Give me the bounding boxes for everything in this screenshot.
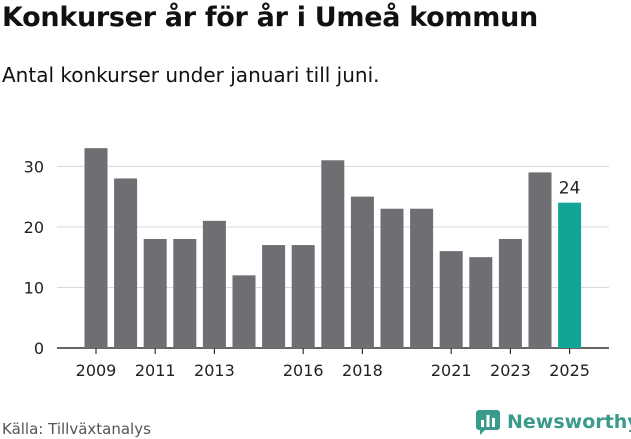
brand-name: Newsworthy: [507, 411, 631, 433]
bar-2020: [410, 208, 434, 348]
bar-2015: [262, 245, 286, 348]
bar-2013: [202, 220, 226, 348]
source-note: Källa: Tillväxtanalys: [2, 420, 151, 438]
bar-2022: [469, 257, 493, 348]
brand-logo: Newsworthy: [475, 407, 631, 437]
x-tick-label: 2023: [490, 361, 531, 380]
x-tick-label: 2025: [549, 361, 590, 380]
x-tick-label: 2016: [283, 361, 324, 380]
y-tick-label: 20: [24, 218, 44, 237]
bar-2019: [380, 208, 404, 348]
bar-2017: [321, 160, 345, 348]
bar-2023: [498, 239, 522, 348]
bar-chart-logo-icon: [476, 410, 500, 435]
bar-2014: [232, 275, 256, 348]
data-label-2025: 24: [559, 179, 581, 199]
y-tick-label: 10: [24, 278, 44, 297]
bar-2024: [528, 172, 552, 348]
x-tick-label: 2018: [342, 361, 383, 380]
bar-2010: [114, 178, 138, 348]
chart-title: Konkurser år för år i Umeå kommun: [2, 2, 538, 33]
x-tick-label: 2011: [135, 361, 176, 380]
bar-2016: [291, 245, 315, 348]
bar-2025: [558, 202, 582, 348]
x-tick-label: 2009: [76, 361, 117, 380]
bars: [84, 148, 582, 348]
bar-2009: [84, 148, 108, 348]
bar-2011: [143, 239, 167, 348]
bar-2018: [350, 196, 374, 348]
chart-labels: 0 10 20 30 2009 2011 2013 2016 2018 2021 2023 2025 2…: [24, 157, 590, 380]
chart-subtitle: Antal konkurser under januari till juni.: [2, 63, 380, 87]
x-tick-label: 2021: [431, 361, 472, 380]
y-tick-label: 30: [24, 157, 44, 176]
bar-2012: [173, 239, 197, 348]
bar-chart: 0 10 20 30 2009 2011 2013 2016 2018 2021 2023 2025 2…: [24, 148, 609, 380]
x-tick-label: 2013: [194, 361, 235, 380]
y-tick-label: 0: [34, 339, 44, 358]
bar-2021: [439, 251, 463, 348]
